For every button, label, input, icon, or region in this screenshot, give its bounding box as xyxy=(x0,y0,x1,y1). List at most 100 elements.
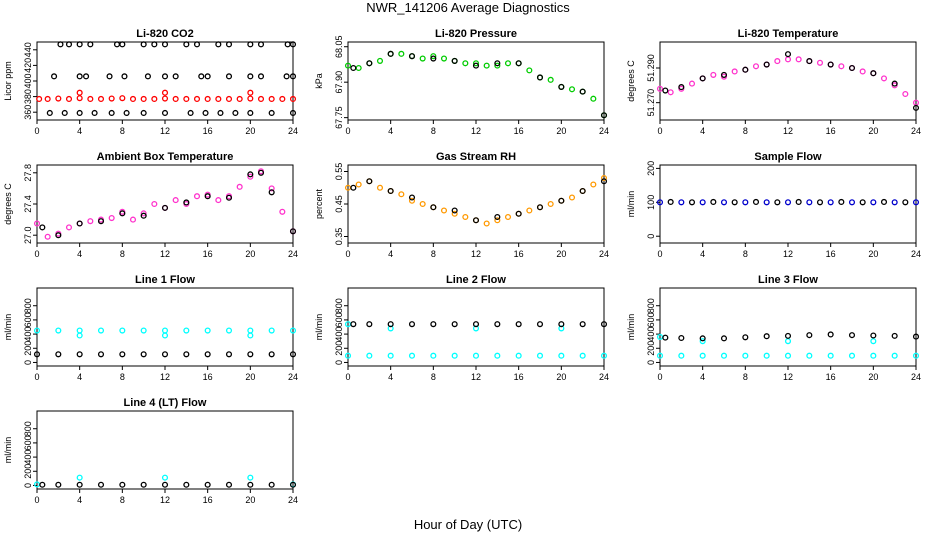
data-point xyxy=(161,41,169,48)
data-point xyxy=(440,55,448,62)
data-point xyxy=(912,199,920,206)
y-tick-label: 27.4 xyxy=(23,195,33,213)
data-point xyxy=(129,95,137,102)
data-point xyxy=(662,334,669,341)
y-tick-label: 200 xyxy=(646,341,656,356)
x-tick-label: 20 xyxy=(556,249,566,259)
y-tick-label: 360 xyxy=(23,105,33,120)
data-point xyxy=(600,178,608,185)
data-point xyxy=(430,352,437,359)
data-point xyxy=(859,199,866,206)
data-point xyxy=(451,210,458,217)
data-point xyxy=(232,109,239,117)
data-point xyxy=(656,85,664,92)
data-point xyxy=(44,233,51,240)
y-tick-label: 440 xyxy=(23,42,33,57)
y-tick-label: 27.8 xyxy=(23,164,33,182)
data-point xyxy=(472,352,480,359)
x-tick-label: 8 xyxy=(743,372,748,382)
data-point xyxy=(763,333,770,340)
plot-frame xyxy=(659,41,917,121)
data-point xyxy=(688,80,696,87)
data-point xyxy=(83,73,90,80)
plot-frame xyxy=(36,164,294,244)
y-tick-label: 0 xyxy=(334,360,344,365)
x-tick-label: 20 xyxy=(868,249,878,259)
x-tick-label: 20 xyxy=(245,372,255,382)
panel-title: Line 2 Flow xyxy=(446,274,506,286)
data-point xyxy=(44,95,51,102)
x-tick-label: 8 xyxy=(743,126,748,136)
x-tick-label: 12 xyxy=(783,126,793,136)
y-tick-label: 68.05 xyxy=(334,35,344,58)
data-point xyxy=(76,95,83,102)
data-point xyxy=(483,62,490,69)
data-point xyxy=(119,327,126,334)
data-point xyxy=(891,352,898,359)
data-point xyxy=(225,95,233,102)
x-tick-label: 0 xyxy=(345,372,350,382)
data-point xyxy=(161,73,169,80)
x-tick-label: 8 xyxy=(743,249,748,259)
y-tick-label: 400 xyxy=(646,327,656,342)
panel-title: Sample Flow xyxy=(754,151,822,163)
data-point xyxy=(87,218,94,225)
data-point xyxy=(268,185,275,192)
x-tick-label: 16 xyxy=(514,249,524,259)
data-point xyxy=(699,352,706,359)
y-axis-label: ml/min xyxy=(626,191,636,218)
data-point xyxy=(891,80,898,87)
data-point xyxy=(344,352,352,359)
data-point xyxy=(515,210,522,217)
panel-title: Li-820 Pressure xyxy=(435,28,517,40)
data-point xyxy=(204,95,211,102)
data-point xyxy=(558,83,565,90)
y-tick-label: 0.55 xyxy=(334,163,344,181)
data-point xyxy=(451,321,458,328)
data-point xyxy=(65,224,73,231)
x-tick-label: 12 xyxy=(783,372,793,382)
panel-2: Li-820 Pressure kPa 0 4 8 12 16 20 24 67.75 67.90 6… xyxy=(314,28,609,136)
y-tick-label: 800 xyxy=(23,421,33,436)
data-point xyxy=(279,95,286,102)
x-tick-label: 20 xyxy=(868,126,878,136)
data-point xyxy=(215,197,222,204)
data-point xyxy=(289,351,297,358)
data-point xyxy=(784,332,792,339)
data-point xyxy=(108,95,115,102)
x-tick-label: 0 xyxy=(34,126,39,136)
x-tick-label: 4 xyxy=(77,126,82,136)
data-point xyxy=(33,351,41,358)
data-point xyxy=(795,56,802,63)
data-point xyxy=(236,95,243,102)
data-point xyxy=(600,174,608,182)
data-point xyxy=(247,41,254,48)
panel-4: Ambient Box Temperature degrees C 0 4 8 12 16 2… xyxy=(3,151,298,259)
data-point xyxy=(494,321,501,328)
data-point xyxy=(678,199,685,206)
data-point xyxy=(710,71,717,78)
data-point xyxy=(515,352,522,359)
data-point xyxy=(57,41,64,48)
x-tick-label: 12 xyxy=(160,495,170,505)
y-axis-label: degrees C xyxy=(626,60,636,102)
y-tick-label: 200 xyxy=(23,464,33,479)
data-point xyxy=(912,333,920,340)
data-point xyxy=(526,67,533,74)
y-tick-label: 0.35 xyxy=(334,228,344,246)
y-tick-label: 200 xyxy=(646,161,656,176)
x-tick-label: 0 xyxy=(657,126,662,136)
data-point xyxy=(720,352,728,359)
x-tick-label: 20 xyxy=(556,372,566,382)
data-point xyxy=(76,481,83,488)
y-tick-label: 0 xyxy=(23,360,33,365)
panel-title: Gas Stream RH xyxy=(436,151,516,163)
x-tick-label: 4 xyxy=(77,495,82,505)
x-tick-label: 16 xyxy=(826,249,836,259)
y-tick-label: 51.290 xyxy=(646,54,656,82)
data-point xyxy=(784,56,792,63)
data-point xyxy=(870,352,877,359)
x-tick-label: 16 xyxy=(203,372,213,382)
data-point xyxy=(515,60,522,67)
data-point xyxy=(590,95,597,102)
